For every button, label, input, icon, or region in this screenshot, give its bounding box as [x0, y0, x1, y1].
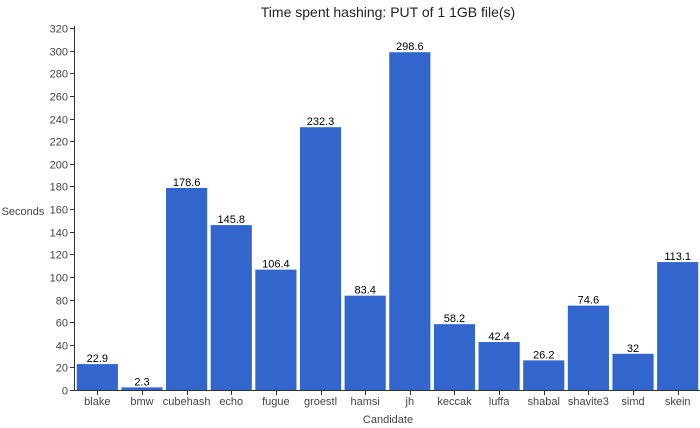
y-tick-label: 60 — [56, 318, 68, 330]
data-label-simd: 32 — [627, 343, 639, 355]
y-tick-label: 280 — [50, 69, 68, 81]
bar-cubehash — [166, 187, 208, 390]
bar-luffa — [478, 342, 520, 390]
y-tick-label: 320 — [50, 24, 68, 36]
bar-groestl — [299, 127, 342, 390]
data-labels: 22.9 2.3 178.6 145.8 106.4 232.3 83.4 298.6 58.2… — [87, 41, 691, 388]
data-label-cubehash: 178.6 — [173, 177, 201, 189]
y-tick-label: 20 — [56, 363, 68, 375]
y-tick-label: 80 — [56, 296, 68, 308]
x-tick-label-bmw: bmw — [130, 396, 153, 408]
bar-echo — [210, 225, 252, 390]
x-tick-label-simd: simd — [621, 396, 644, 408]
x-axis-label: Candidate — [363, 414, 413, 426]
x-tick-label-echo: echo — [219, 396, 243, 408]
bar-fugue — [255, 269, 297, 390]
chart-title: Time spent hashing: PUT of 1 1GB file(s) — [261, 4, 515, 20]
data-label-blake: 22.9 — [87, 353, 108, 365]
y-tick-label: 160 — [50, 205, 68, 217]
y-tick-label: 220 — [50, 137, 68, 149]
y-tick-label: 0 — [62, 386, 68, 398]
bar-bmw — [121, 387, 163, 390]
data-label-fugue: 106.4 — [262, 259, 290, 271]
x-tick-label-hamsi: hamsi — [351, 396, 380, 408]
y-tick-label: 180 — [50, 182, 68, 194]
x-tick-label-blake: blake — [84, 396, 110, 408]
y-tick-label: 300 — [50, 47, 68, 59]
data-label-keccak: 58.2 — [444, 313, 465, 325]
bar-hamsi — [344, 295, 386, 390]
data-label-jh: 298.6 — [396, 41, 424, 53]
x-tick-label-fugue: fugue — [262, 396, 290, 408]
y-tick-label: 260 — [50, 92, 68, 104]
x-tick-label-jh: jh — [405, 396, 415, 408]
bar-shavite3 — [567, 305, 609, 390]
data-label-echo: 145.8 — [217, 214, 245, 226]
bar-keccak — [433, 324, 476, 390]
y-tick-label: 40 — [56, 341, 68, 353]
y-tick-label: 120 — [50, 250, 68, 262]
y-axis: 0 20 40 60 80 100 120 140 160 180 200 220 240 260 280 3… — [50, 24, 75, 398]
data-label-bmw: 2.3 — [134, 376, 149, 388]
y-axis-label: Seconds — [2, 206, 45, 218]
y-tick-label: 200 — [50, 160, 68, 172]
x-tick-label-luffa: luffa — [489, 396, 510, 408]
bar-jh — [389, 52, 431, 391]
x-tick-label-keccak: keccak — [437, 396, 472, 408]
x-axis: blake bmw cubehash echo fugue groestl hamsi jh k… — [70, 390, 700, 408]
x-tick-label-shavite3: shavite3 — [568, 396, 609, 408]
x-tick-label-skein: skein — [665, 396, 691, 408]
data-label-groestl: 232.3 — [307, 116, 335, 128]
bar-simd — [612, 353, 654, 390]
y-tick-label: 240 — [50, 115, 68, 127]
x-tick-label-shabal: shabal — [528, 396, 560, 408]
data-label-shabal: 26.2 — [533, 349, 554, 361]
x-tick-label-groestl: groestl — [304, 396, 337, 408]
y-tick-label: 100 — [50, 273, 68, 285]
bar-shabal — [523, 360, 565, 390]
data-label-shavite3: 74.6 — [578, 295, 599, 307]
data-label-skein: 113.1 — [664, 251, 691, 263]
bar-skein — [657, 262, 699, 390]
x-tick-label-cubehash: cubehash — [163, 396, 211, 408]
y-tick-label: 140 — [50, 228, 68, 240]
bars — [76, 52, 699, 391]
data-label-hamsi: 83.4 — [354, 285, 375, 297]
data-label-luffa: 42.4 — [488, 331, 509, 343]
bar-blake — [76, 364, 118, 390]
